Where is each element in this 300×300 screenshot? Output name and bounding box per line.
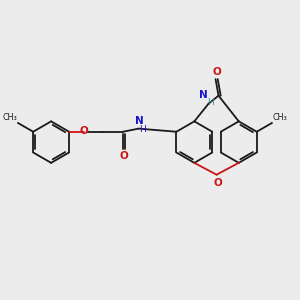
Text: H: H <box>207 98 214 107</box>
Text: O: O <box>80 126 88 136</box>
Text: N: N <box>135 116 143 126</box>
Text: O: O <box>120 151 129 161</box>
Text: O: O <box>213 178 222 188</box>
Text: H: H <box>139 125 146 134</box>
Text: CH₃: CH₃ <box>2 113 17 122</box>
Text: O: O <box>212 67 221 76</box>
Text: CH₃: CH₃ <box>273 113 288 122</box>
Text: N: N <box>199 90 208 100</box>
